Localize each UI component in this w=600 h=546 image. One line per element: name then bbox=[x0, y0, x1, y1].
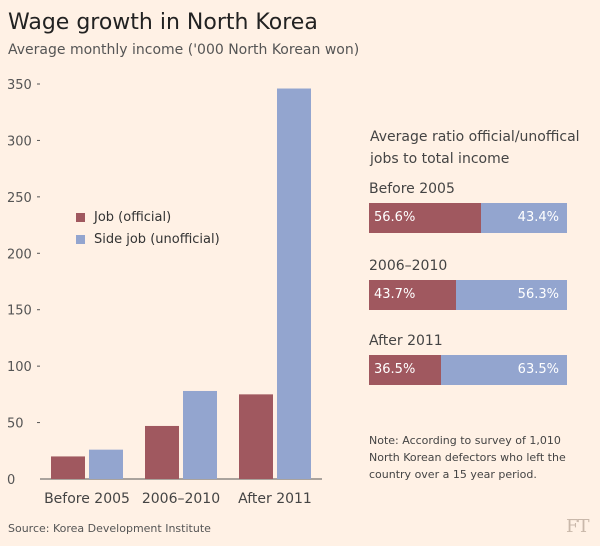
y-tick-label: 200 bbox=[7, 247, 32, 262]
chart-subtitle: Average monthly income ('000 North Korea… bbox=[8, 42, 360, 58]
y-tick-label: 100 bbox=[7, 360, 32, 375]
y-tick-label: 300 bbox=[7, 134, 32, 149]
ratio-bar: 36.5% 63.5% bbox=[369, 355, 567, 385]
x-tick-label: Before 2005 bbox=[44, 491, 130, 507]
ratio-group-2006-2010: 2006–2010 43.7% 56.3% bbox=[369, 258, 567, 310]
ratio-segment-official: 36.5% bbox=[369, 355, 442, 385]
ft-logo: FT bbox=[566, 516, 589, 537]
legend-label-unofficial: Side job (unofficial) bbox=[94, 231, 220, 247]
ratio-group-after-2011: After 2011 36.5% 63.5% bbox=[369, 333, 567, 385]
ratio-bar: 43.7% 56.3% bbox=[369, 280, 567, 310]
bar-unofficial bbox=[89, 449, 123, 479]
y-tick-label: 0 bbox=[7, 473, 15, 488]
legend-label-official: Job (official) bbox=[94, 209, 172, 225]
ratio-segment-official: 56.6% bbox=[369, 203, 482, 233]
y-tick-label: 350 bbox=[7, 78, 32, 93]
bar-official bbox=[51, 456, 85, 479]
legend: Job (official) Side job (unofficial) bbox=[76, 206, 220, 250]
x-tick-label: 2006–2010 bbox=[142, 491, 220, 507]
ratio-bar: 56.6% 43.4% bbox=[369, 203, 567, 233]
ratio-panel-title: Average ratio official/unoffical jobs to… bbox=[370, 129, 580, 167]
legend-item-official: Job (official) bbox=[76, 206, 220, 228]
x-tick-label: After 2011 bbox=[238, 491, 312, 507]
ratio-segment-unofficial: 56.3% bbox=[455, 280, 567, 310]
y-tick-label: 250 bbox=[7, 191, 32, 206]
chart-note: Note: According to survey of 1,010 North… bbox=[369, 434, 566, 481]
bar-unofficial bbox=[183, 390, 217, 479]
legend-item-unofficial: Side job (unofficial) bbox=[76, 228, 220, 250]
ratio-group-before-2005: Before 2005 56.6% 43.4% bbox=[369, 181, 567, 233]
legend-swatch-unofficial bbox=[76, 234, 85, 244]
ratio-segment-unofficial: 43.4% bbox=[481, 203, 567, 233]
ratio-segment-unofficial: 63.5% bbox=[441, 355, 567, 385]
bar-unofficial bbox=[277, 88, 311, 479]
y-tick-label: 50 bbox=[7, 417, 24, 432]
chart-title: Wage growth in North Korea bbox=[8, 10, 318, 35]
bar-official bbox=[239, 394, 273, 479]
bar-official bbox=[145, 425, 179, 479]
ratio-label: Before 2005 bbox=[369, 181, 455, 197]
source-text: Source: Korea Development Institute bbox=[8, 522, 211, 535]
ratio-segment-official: 43.7% bbox=[369, 280, 456, 310]
ratio-label: After 2011 bbox=[369, 333, 443, 349]
legend-swatch-official bbox=[76, 212, 85, 222]
y-tick-label: 150 bbox=[7, 304, 32, 319]
ratio-label: 2006–2010 bbox=[369, 258, 448, 274]
